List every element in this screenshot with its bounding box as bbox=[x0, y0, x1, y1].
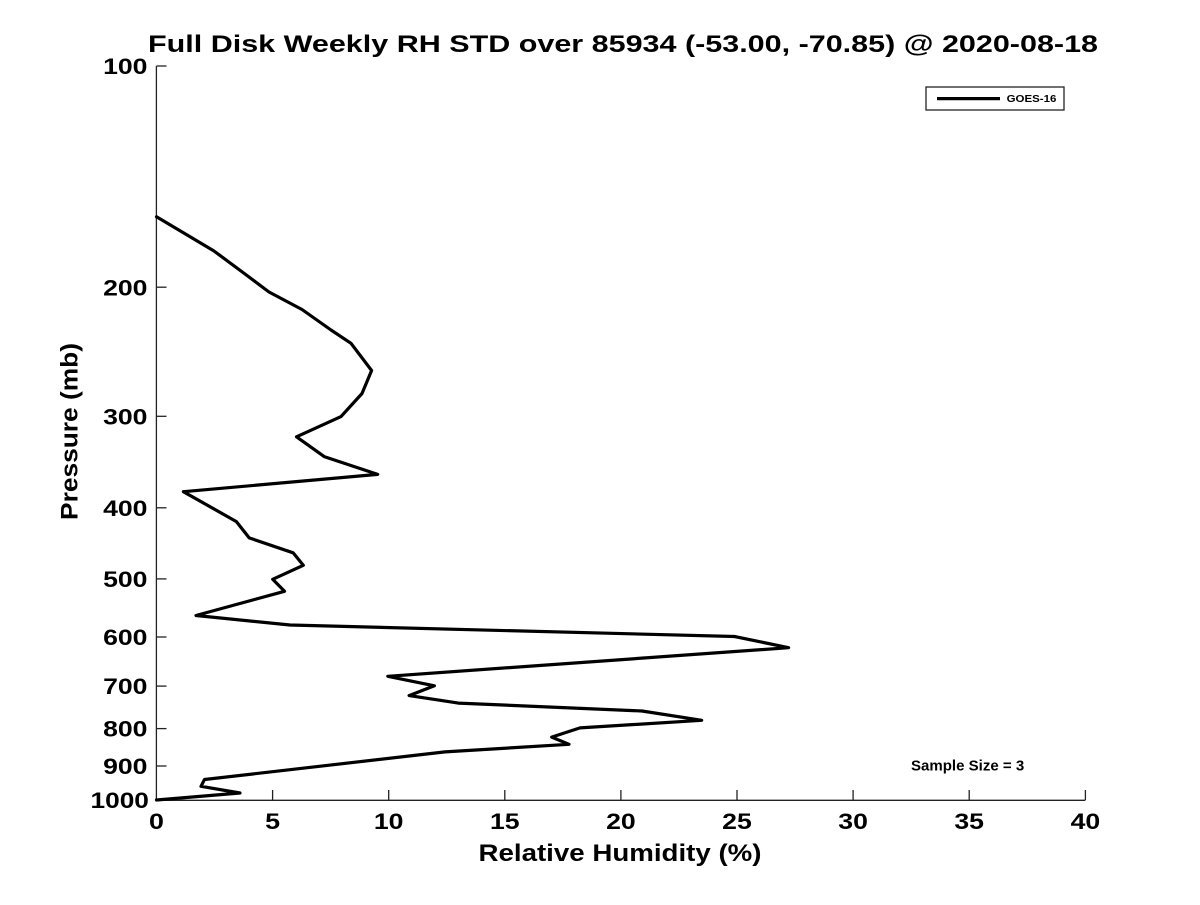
svg-text:25: 25 bbox=[722, 809, 752, 834]
svg-text:900: 900 bbox=[103, 754, 147, 779]
svg-text:200: 200 bbox=[103, 275, 147, 300]
svg-text:20: 20 bbox=[606, 809, 636, 834]
svg-text:500: 500 bbox=[103, 567, 147, 592]
svg-text:Full Disk Weekly RH STD over 8: Full Disk Weekly RH STD over 85934 (-53.… bbox=[148, 31, 1098, 58]
svg-text:Pressure (mb): Pressure (mb) bbox=[56, 343, 83, 520]
svg-text:5: 5 bbox=[265, 809, 280, 834]
svg-text:300: 300 bbox=[103, 404, 147, 429]
svg-text:800: 800 bbox=[103, 717, 147, 742]
svg-text:400: 400 bbox=[103, 496, 147, 521]
svg-text:10: 10 bbox=[374, 809, 404, 834]
svg-text:1000: 1000 bbox=[91, 788, 149, 813]
svg-text:Sample Size = 3: Sample Size = 3 bbox=[911, 759, 1024, 775]
svg-text:700: 700 bbox=[103, 674, 147, 699]
svg-text:15: 15 bbox=[490, 809, 520, 834]
svg-text:40: 40 bbox=[1071, 809, 1101, 834]
svg-text:0: 0 bbox=[149, 809, 164, 834]
svg-text:Relative Humidity (%): Relative Humidity (%) bbox=[479, 840, 762, 867]
svg-text:35: 35 bbox=[954, 809, 984, 834]
svg-text:600: 600 bbox=[103, 625, 147, 650]
svg-text:30: 30 bbox=[838, 809, 868, 834]
svg-text:100: 100 bbox=[103, 54, 147, 79]
svg-text:GOES-16: GOES-16 bbox=[1007, 94, 1057, 105]
